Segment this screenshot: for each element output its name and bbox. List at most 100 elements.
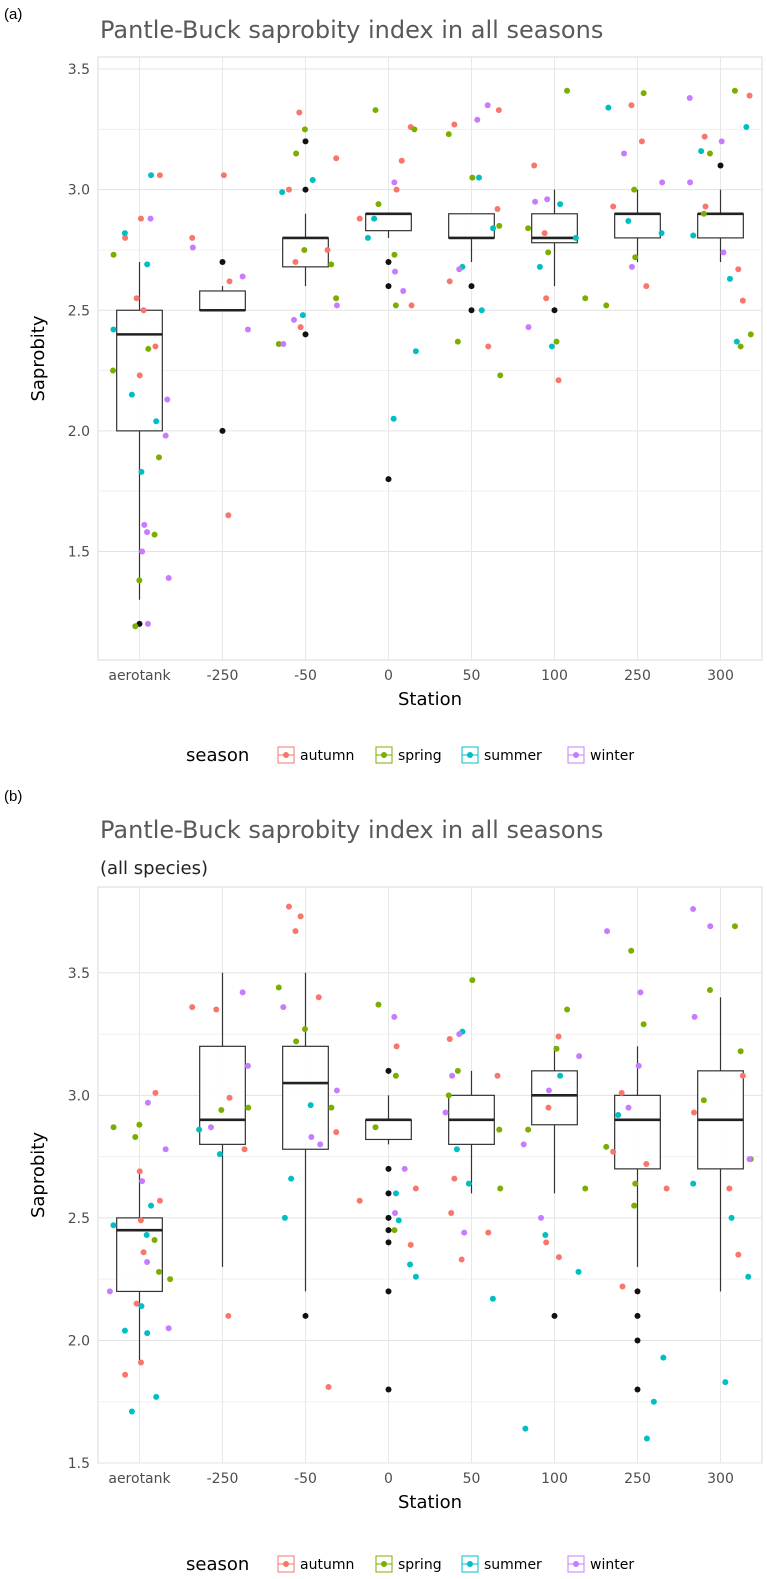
- winter-point: [576, 1053, 583, 1060]
- outlier-point: [634, 1386, 641, 1393]
- spring-point: [582, 1185, 589, 1192]
- winter-point: [461, 1229, 468, 1236]
- winter-point: [474, 116, 481, 123]
- autumn-point: [140, 1249, 147, 1256]
- winter-point: [333, 302, 340, 309]
- summer-point: [722, 1379, 729, 1386]
- outlier-point: [385, 1190, 392, 1197]
- spring-point: [372, 1124, 379, 1131]
- outlier-point: [468, 283, 475, 290]
- spring-point: [747, 331, 754, 338]
- winter-point: [691, 1013, 698, 1020]
- autumn-point: [643, 1160, 650, 1167]
- summer-point: [478, 307, 485, 314]
- summer-point: [395, 1217, 402, 1224]
- box-iqr: [697, 213, 744, 239]
- summer-point: [743, 123, 750, 130]
- x-axis-title: Station: [398, 1492, 462, 1513]
- spring-point: [737, 343, 744, 350]
- autumn-point: [485, 343, 492, 350]
- winter-point: [545, 1087, 552, 1094]
- winter-point: [659, 179, 666, 186]
- spring-legend-key-dot: [381, 1561, 387, 1567]
- summer-point: [475, 174, 482, 181]
- autumn-point: [448, 1209, 455, 1216]
- summer-point: [575, 1268, 582, 1275]
- summer-point: [309, 177, 316, 184]
- summer-point: [658, 230, 665, 237]
- winter-point: [604, 928, 611, 935]
- spring-point: [110, 251, 117, 258]
- summer-point: [371, 215, 378, 222]
- spring-point: [275, 341, 282, 348]
- winter-point: [544, 196, 551, 203]
- summer-point: [144, 1330, 151, 1337]
- summer-point: [148, 172, 155, 179]
- chart-b-subtitle: (all species): [100, 858, 209, 879]
- winter-point: [391, 179, 398, 186]
- summer-point: [643, 1435, 650, 1442]
- summer-point: [660, 1354, 667, 1361]
- outlier-point: [385, 1386, 392, 1393]
- outlier-point: [634, 1312, 641, 1319]
- autumn-point: [702, 203, 709, 210]
- spring-point: [640, 1021, 647, 1028]
- x-tick-label: 0: [384, 668, 393, 684]
- autumn-point: [226, 1094, 233, 1101]
- winter-point: [147, 215, 154, 222]
- spring-legend-label: spring: [398, 748, 442, 764]
- summer-point: [690, 232, 697, 239]
- autumn-point: [412, 1185, 419, 1192]
- spring-point: [603, 302, 610, 309]
- autumn-point: [325, 1384, 332, 1391]
- winter-point: [746, 1156, 753, 1163]
- winter-point: [718, 138, 725, 145]
- spring-point: [155, 454, 162, 461]
- autumn-point: [285, 186, 292, 193]
- winter-point: [391, 1013, 398, 1020]
- summer-point: [453, 1146, 460, 1153]
- spring-point: [391, 1227, 398, 1234]
- autumn-point: [610, 203, 617, 210]
- x-tick-label: 300: [707, 1471, 734, 1487]
- winter-legend-key-dot: [573, 752, 579, 758]
- outlier-point: [385, 259, 392, 266]
- spring-point: [293, 1038, 300, 1045]
- summer-point: [605, 104, 612, 111]
- box-iqr: [531, 1070, 578, 1126]
- spring-point: [218, 1107, 225, 1114]
- winter-point: [139, 1178, 146, 1185]
- autumn-point: [152, 343, 159, 350]
- autumn-point: [133, 295, 140, 302]
- outlier-point: [385, 1214, 392, 1221]
- summer-point: [138, 1303, 145, 1310]
- winter-point: [628, 263, 635, 270]
- spring-point: [392, 302, 399, 309]
- summer-point: [489, 1295, 496, 1302]
- summer-point: [698, 148, 705, 155]
- summer-point: [281, 1214, 288, 1221]
- outlier-point: [634, 1288, 641, 1295]
- summer-point: [728, 1214, 735, 1221]
- winter-point: [525, 324, 532, 331]
- autumn-point: [451, 1175, 458, 1182]
- autumn-point: [495, 107, 502, 114]
- summer-point: [615, 1111, 622, 1118]
- autumn-point: [137, 1359, 144, 1366]
- y-tick-label: 2.5: [68, 1211, 90, 1227]
- spring-point: [151, 1236, 158, 1243]
- x-tick-label: aerotank: [108, 668, 171, 684]
- autumn-point: [189, 1004, 196, 1011]
- legend-title: season: [186, 1554, 249, 1575]
- autumn-legend-label: autumn: [300, 748, 354, 764]
- spring-point: [375, 1001, 382, 1008]
- winter-point: [686, 95, 693, 102]
- summer-point: [138, 468, 145, 475]
- winter-point: [690, 906, 697, 913]
- x-tick-label: 50: [463, 1471, 481, 1487]
- spring-point: [333, 295, 340, 302]
- autumn-legend-key-dot: [283, 752, 289, 758]
- winter-point: [308, 1134, 315, 1141]
- winter-legend-label: winter: [590, 1557, 634, 1573]
- winter-point: [144, 1259, 151, 1266]
